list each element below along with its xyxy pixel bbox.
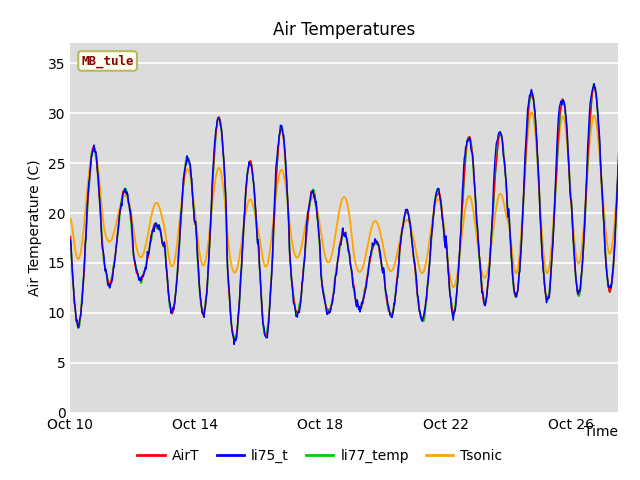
Legend: AirT, li75_t, li77_temp, Tsonic: AirT, li75_t, li77_temp, Tsonic bbox=[132, 443, 508, 468]
Title: Air Temperatures: Air Temperatures bbox=[273, 21, 415, 39]
Y-axis label: Air Temperature (C): Air Temperature (C) bbox=[28, 160, 42, 296]
Text: Time: Time bbox=[584, 425, 618, 439]
Text: MB_tule: MB_tule bbox=[81, 54, 134, 68]
